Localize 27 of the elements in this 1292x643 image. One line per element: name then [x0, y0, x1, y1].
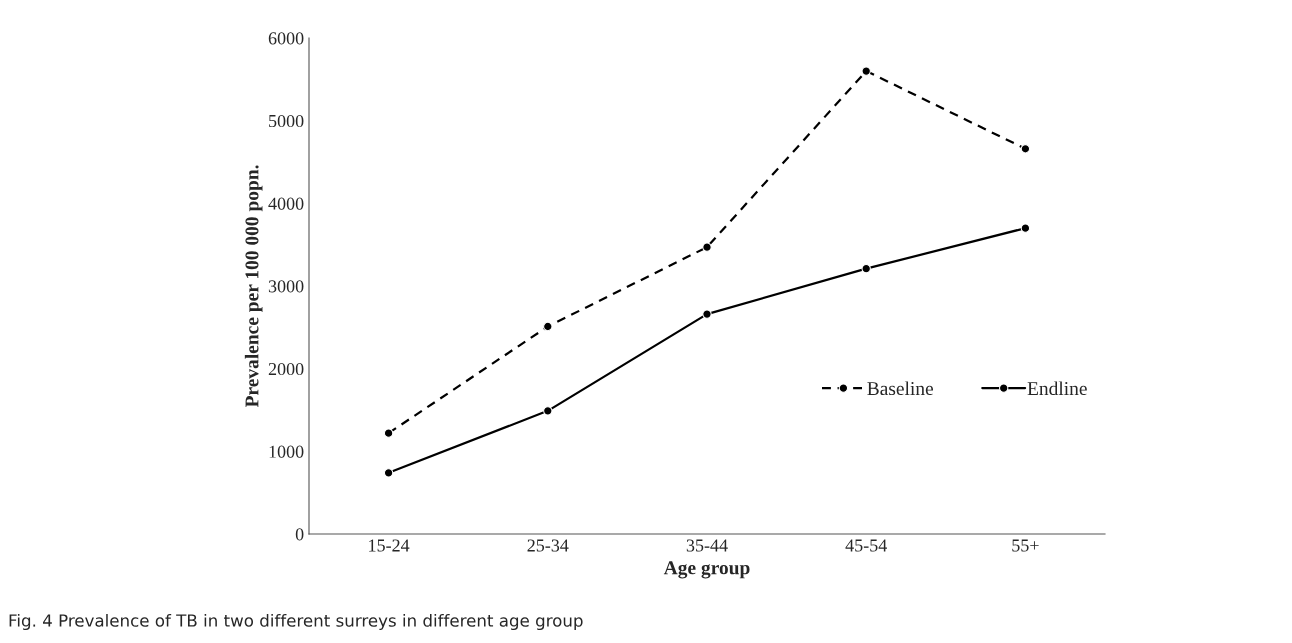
point — [383, 428, 394, 438]
point — [861, 263, 871, 274]
x-tick-label: 15-24 — [369, 539, 410, 552]
x-tick-label: 45-54 — [845, 539, 887, 552]
legend-label: Baseline — [867, 381, 934, 396]
y-tick-label: 0 — [295, 528, 304, 541]
point — [543, 406, 553, 416]
y-tick-label: 1000 — [269, 445, 304, 458]
x-axis-title: Age group — [663, 561, 750, 579]
point — [861, 66, 871, 76]
point — [702, 309, 712, 319]
point — [1020, 223, 1031, 233]
point — [383, 468, 394, 478]
y-axis-title: Prevalence per 100 000 popn. — [244, 165, 263, 408]
y-tick-label: 6000 — [268, 32, 304, 45]
point — [543, 321, 553, 332]
y-tick-label: 3000 — [268, 280, 304, 293]
point — [702, 242, 712, 252]
x-tick-label: 55+ — [1012, 539, 1039, 552]
x-tick-label: 25-34 — [527, 539, 569, 552]
caption: Fig. 4 Prevalence of TB in two different surreys in different age group — [9, 613, 583, 631]
y-tick-label: 4000 — [268, 197, 304, 210]
point — [1020, 144, 1031, 154]
x-tick-label: 35-44 — [686, 539, 728, 552]
y-tick-label: 2000 — [268, 362, 304, 376]
y-tick-label: 5000 — [269, 114, 304, 128]
legend-label: Endline — [1027, 381, 1087, 396]
